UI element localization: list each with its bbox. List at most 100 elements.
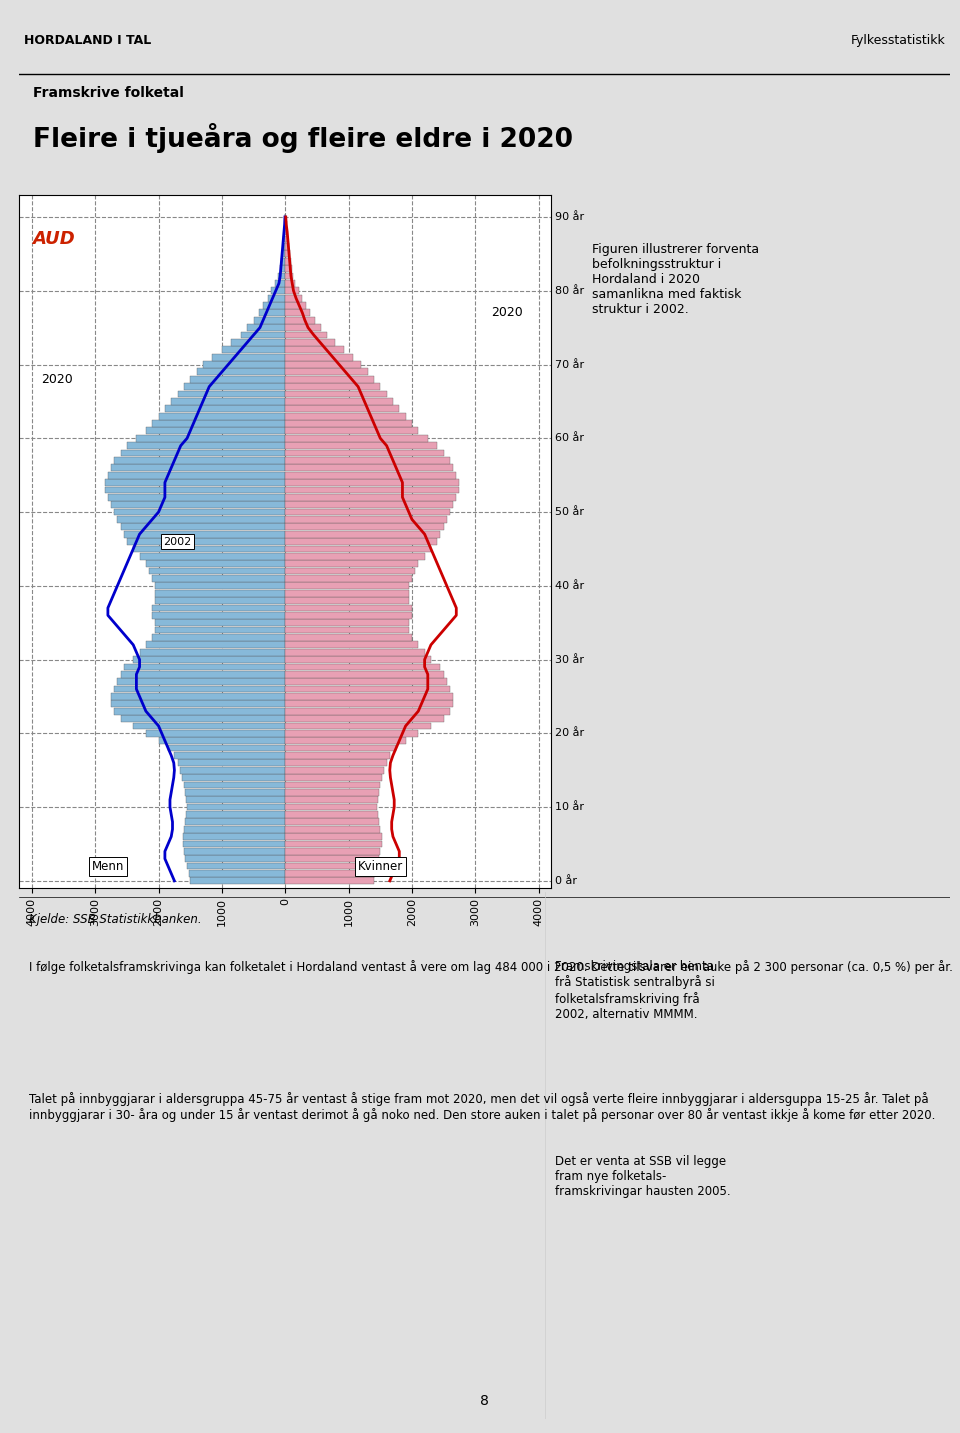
Text: 30 år: 30 år [555,655,584,665]
Bar [285,612,412,619]
Bar [285,464,453,471]
Bar [175,752,285,759]
Text: Framskrivingstala er henta
frå Statistisk sentralbyrå si
folketalsframskriving f: Framskrivingstala er henta frå Statistis… [555,960,714,1020]
Bar [285,457,450,464]
Bar [285,221,286,228]
Bar [156,619,285,626]
Bar [111,694,285,699]
Bar [285,487,460,493]
Bar [285,302,306,310]
Bar [212,354,285,361]
Bar [153,575,285,582]
Bar [117,516,285,523]
Bar [285,738,406,744]
Bar [185,790,285,795]
Bar [285,825,380,833]
Bar [285,331,327,338]
Bar [268,295,285,301]
Bar [136,434,285,441]
Bar [285,516,446,523]
Bar [285,752,390,759]
Bar [285,804,377,811]
Bar [285,368,368,375]
Bar [285,590,409,596]
Bar [105,479,285,486]
Bar [285,642,419,648]
Bar [171,398,285,404]
Bar [285,605,412,612]
Bar [285,663,441,671]
Bar [285,863,377,870]
Bar [146,729,285,737]
Text: Talet på innbyggjarar i aldersgruppa 45-75 år ventast å stige fram mot 2020, men: Talet på innbyggjarar i aldersgruppa 45-… [29,1092,935,1122]
Bar [156,598,285,603]
Bar [133,546,285,552]
Bar [285,553,424,560]
Bar [285,443,438,449]
Bar [133,722,285,729]
Bar [285,347,345,353]
Text: Kjelde: SSB Statistikkbanken.: Kjelde: SSB Statistikkbanken. [29,913,202,926]
Bar [285,244,289,249]
Bar [182,833,285,840]
Bar [114,685,285,692]
Bar [285,560,419,567]
Bar [108,471,285,479]
Bar [285,450,444,457]
Bar [127,443,285,449]
Bar [285,546,431,552]
Text: Figuren illustrerer forventa
befolkningsstruktur i
Hordaland i 2020
samanlikna m: Figuren illustrerer forventa befolknings… [592,244,759,317]
Bar [285,375,374,383]
Bar [108,494,285,500]
Bar [285,427,419,434]
Bar [149,567,285,575]
Bar [285,856,379,863]
Bar [153,605,285,612]
Bar [285,633,412,641]
Bar [203,361,285,368]
Bar [285,494,456,500]
Bar [285,649,424,655]
Bar [283,244,285,249]
Bar [111,502,285,509]
Bar [182,774,285,781]
Bar [190,375,285,383]
Text: 50 år: 50 år [555,507,584,517]
Bar [189,870,285,877]
Bar [184,383,285,390]
Bar [285,530,441,537]
Bar [185,818,285,825]
Bar [121,715,285,722]
Text: 0 år: 0 år [555,876,577,886]
Bar [146,560,285,567]
Bar [282,251,285,258]
Bar [285,575,412,582]
Bar [285,582,409,589]
Bar [139,649,285,655]
Bar [272,288,285,294]
Text: Menn: Menn [92,860,124,873]
Bar [285,708,450,715]
Bar [285,870,375,877]
Bar [158,413,285,420]
Bar [165,406,285,413]
Text: 2020: 2020 [492,307,523,320]
Bar [285,295,302,301]
Bar [285,671,444,678]
Bar [285,767,384,774]
Bar [285,279,296,287]
Bar [285,228,287,235]
Bar [156,626,285,633]
Bar [285,685,450,692]
Bar [184,848,285,854]
Bar [281,258,285,265]
Bar [168,745,285,751]
Bar [285,701,453,708]
Bar [186,811,285,818]
Bar [284,228,285,235]
Text: 2002: 2002 [163,536,192,546]
Bar [248,324,285,331]
Bar [185,856,285,863]
Bar [285,258,291,265]
Bar [182,841,285,847]
